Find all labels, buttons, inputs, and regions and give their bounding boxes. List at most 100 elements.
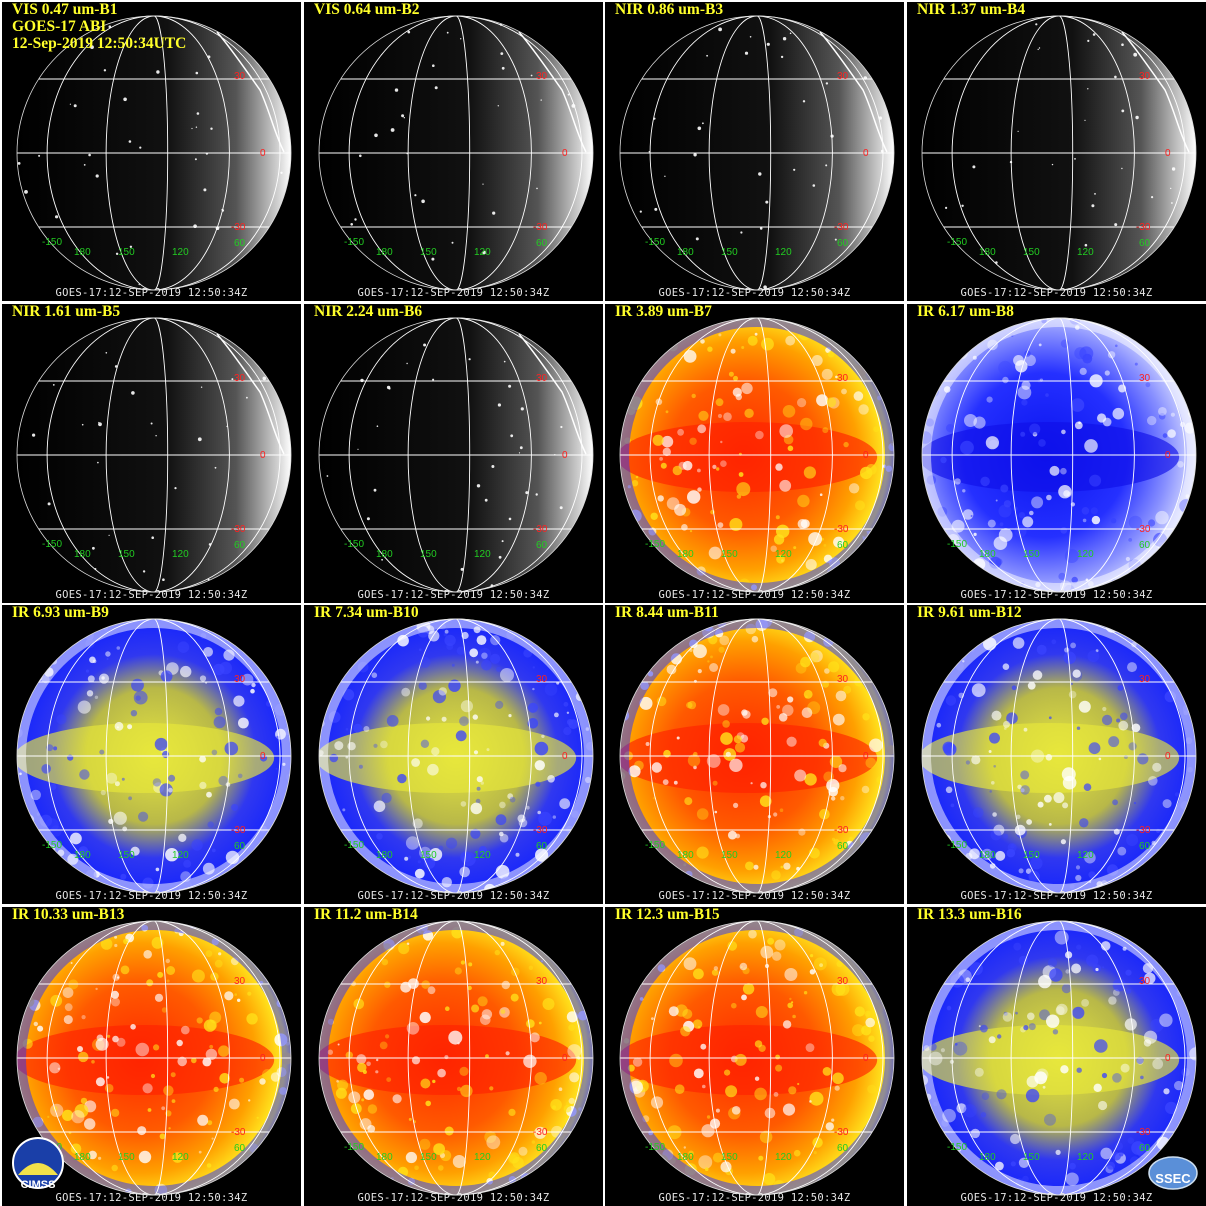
latitude-label: 0 <box>260 751 266 762</box>
longitude-label: 120 <box>775 850 792 861</box>
latitude-label: -30 <box>533 222 548 233</box>
band-title: IR 8.44 um-B11 <box>615 605 719 621</box>
band-title: NIR 0.86 um-B3 <box>615 2 724 18</box>
timestamp-footer: GOES-17:12-SEP-2019 12:50:34Z <box>55 890 248 902</box>
longitude-label: 60 <box>837 1143 849 1154</box>
latitude-label: -30 <box>231 825 246 836</box>
longitude-label: 150 <box>420 247 437 258</box>
latitude-label: 0 <box>562 450 568 461</box>
latitude-label: 0 <box>260 148 266 159</box>
earth-disk-image: 30 0 -30 -150 180 150 120 60 <box>619 317 895 593</box>
longitude-label: -150 <box>42 840 62 851</box>
longitude-label: 150 <box>118 549 135 560</box>
band-panel: 30 0 -30 -150 180 150 120 60 IR 3.89 um-B7 GOES-1… <box>605 304 904 603</box>
latitude-label: 0 <box>863 148 869 159</box>
longitude-label: 180 <box>979 247 996 258</box>
longitude-label: 180 <box>979 549 996 560</box>
longitude-label: 180 <box>74 247 91 258</box>
ssec-logo: SSEC <box>1148 1156 1198 1190</box>
latitude-label: 30 <box>1139 976 1151 987</box>
longitude-label: 150 <box>1023 247 1040 258</box>
timestamp-footer: GOES-17:12-SEP-2019 12:50:34Z <box>960 1192 1153 1204</box>
latitude-label: -30 <box>533 825 548 836</box>
longitude-label: -150 <box>42 539 62 550</box>
longitude-label: 180 <box>74 549 91 560</box>
longitude-label: 180 <box>979 1152 996 1163</box>
longitude-label: 60 <box>536 540 548 551</box>
longitude-label: -150 <box>344 840 364 851</box>
longitude-label: 180 <box>677 247 694 258</box>
timestamp-footer: GOES-17:12-SEP-2019 12:50:34Z <box>960 589 1153 601</box>
earth-disk-image: 30 0 -30 -150 180 150 120 60 <box>619 15 895 291</box>
longitude-label: 60 <box>837 540 849 551</box>
longitude-label: -150 <box>344 1142 364 1153</box>
band-panel: 30 0 -30 -150 180 150 120 60 IR 11.2 um-B14 GOES-… <box>304 907 603 1206</box>
instrument-label: GOES-17 ABI <box>12 18 107 35</box>
latitude-label: 30 <box>536 976 548 987</box>
band-panel: 30 0 -30 -150 180 150 120 60 VIS 0.64 um-B2 GOES-… <box>304 2 603 301</box>
earth-disk-image: 30 0 -30 -150 180 150 120 60 <box>318 618 594 894</box>
latitude-label: -30 <box>231 222 246 233</box>
longitude-label: 180 <box>376 549 393 560</box>
timestamp-footer: GOES-17:12-SEP-2019 12:50:34Z <box>357 890 550 902</box>
longitude-label: -150 <box>947 840 967 851</box>
latitude-label: 0 <box>863 751 869 762</box>
band-title: NIR 2.24 um-B6 <box>314 304 423 320</box>
longitude-label: -150 <box>645 237 665 248</box>
longitude-label: -150 <box>645 840 665 851</box>
longitude-label: 150 <box>721 1152 738 1163</box>
timestamp-footer: GOES-17:12-SEP-2019 12:50:34Z <box>658 287 851 299</box>
longitude-label: 150 <box>118 1152 135 1163</box>
band-title: NIR 1.37 um-B4 <box>917 2 1026 18</box>
timestamp-footer: GOES-17:12-SEP-2019 12:50:34Z <box>658 1192 851 1204</box>
latitude-label: 0 <box>562 1053 568 1064</box>
latitude-label: 30 <box>234 373 246 384</box>
longitude-label: 150 <box>721 549 738 560</box>
longitude-label: 180 <box>376 850 393 861</box>
longitude-label: 60 <box>837 841 849 852</box>
longitude-label: 150 <box>420 1152 437 1163</box>
latitude-label: 30 <box>837 976 849 987</box>
earth-disk-image: 30 0 -30 -150 180 150 120 60 <box>16 618 292 894</box>
cimss-logo: CIMSS <box>12 1137 64 1191</box>
longitude-label: 180 <box>677 549 694 560</box>
band-panel: 30 0 -30 -150 180 150 120 60 IR 6.93 um-B9 GOES-1… <box>2 605 301 904</box>
latitude-label: 30 <box>536 71 548 82</box>
latitude-label: -30 <box>1136 222 1151 233</box>
longitude-label: 60 <box>536 841 548 852</box>
latitude-label: -30 <box>834 222 849 233</box>
latitude-label: -30 <box>1136 1127 1151 1138</box>
latitude-label: 30 <box>234 976 246 987</box>
band-title: IR 10.33 um-B13 <box>12 907 125 923</box>
longitude-label: 60 <box>234 1143 246 1154</box>
longitude-label: 60 <box>536 238 548 249</box>
latitude-label: 0 <box>863 1053 869 1064</box>
longitude-label: 120 <box>1077 549 1094 560</box>
latitude-label: 0 <box>260 450 266 461</box>
latitude-label: 30 <box>536 674 548 685</box>
longitude-label: 150 <box>118 850 135 861</box>
longitude-label: 180 <box>376 1152 393 1163</box>
longitude-label: 150 <box>420 850 437 861</box>
earth-disk-image: 30 0 -30 -150 180 150 120 60 <box>318 317 594 593</box>
band-title: IR 6.17 um-B8 <box>917 304 1014 320</box>
longitude-label: 150 <box>721 850 738 861</box>
longitude-label: 120 <box>1077 247 1094 258</box>
timestamp-footer: GOES-17:12-SEP-2019 12:50:34Z <box>55 287 248 299</box>
band-panel: 30 0 -30 -150 180 150 120 60 NIR 2.24 um-B6 GOES-… <box>304 304 603 603</box>
longitude-label: 150 <box>721 247 738 258</box>
longitude-label: 180 <box>74 1152 91 1163</box>
longitude-label: 150 <box>118 247 135 258</box>
longitude-label: 120 <box>1077 850 1094 861</box>
latitude-label: -30 <box>834 524 849 535</box>
band-panel: 30 0 -30 -150 180 150 120 60 IR 8.44 um-B11 GOES-… <box>605 605 904 904</box>
latitude-label: -30 <box>533 1127 548 1138</box>
band-panel: 30 0 -30 -150 180 150 120 60 IR 13.3 um-B16 GOES-… <box>907 907 1206 1206</box>
longitude-label: 180 <box>677 850 694 861</box>
longitude-label: -150 <box>42 237 62 248</box>
band-panel: 30 0 -30 -150 180 150 120 60 IR 6.17 um-B8 GOES-1… <box>907 304 1206 603</box>
longitude-label: 120 <box>1077 1152 1094 1163</box>
longitude-label: -150 <box>645 1142 665 1153</box>
